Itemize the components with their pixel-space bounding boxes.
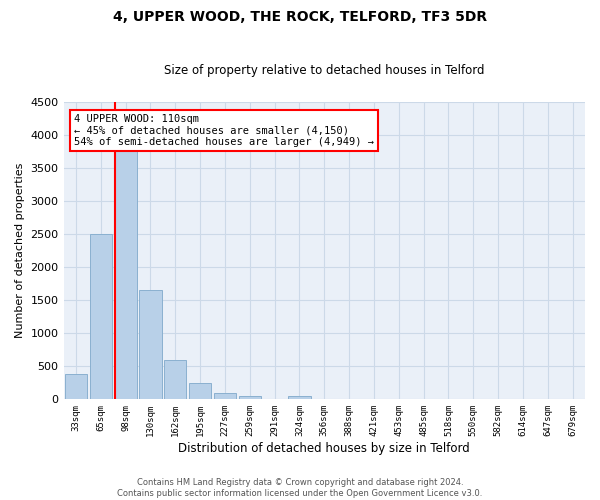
- Text: Contains HM Land Registry data © Crown copyright and database right 2024.
Contai: Contains HM Land Registry data © Crown c…: [118, 478, 482, 498]
- Text: 4 UPPER WOOD: 110sqm
← 45% of detached houses are smaller (4,150)
54% of semi-de: 4 UPPER WOOD: 110sqm ← 45% of detached h…: [74, 114, 374, 147]
- Bar: [288, 396, 311, 400]
- Bar: [214, 392, 236, 400]
- X-axis label: Distribution of detached houses by size in Telford: Distribution of detached houses by size …: [178, 442, 470, 455]
- Bar: [164, 360, 187, 400]
- Bar: [89, 234, 112, 400]
- Bar: [139, 290, 161, 400]
- Bar: [189, 384, 211, 400]
- Bar: [115, 152, 137, 400]
- Title: Size of property relative to detached houses in Telford: Size of property relative to detached ho…: [164, 64, 485, 77]
- Bar: [239, 396, 261, 400]
- Y-axis label: Number of detached properties: Number of detached properties: [15, 163, 25, 338]
- Text: 4, UPPER WOOD, THE ROCK, TELFORD, TF3 5DR: 4, UPPER WOOD, THE ROCK, TELFORD, TF3 5D…: [113, 10, 487, 24]
- Bar: [65, 374, 87, 400]
